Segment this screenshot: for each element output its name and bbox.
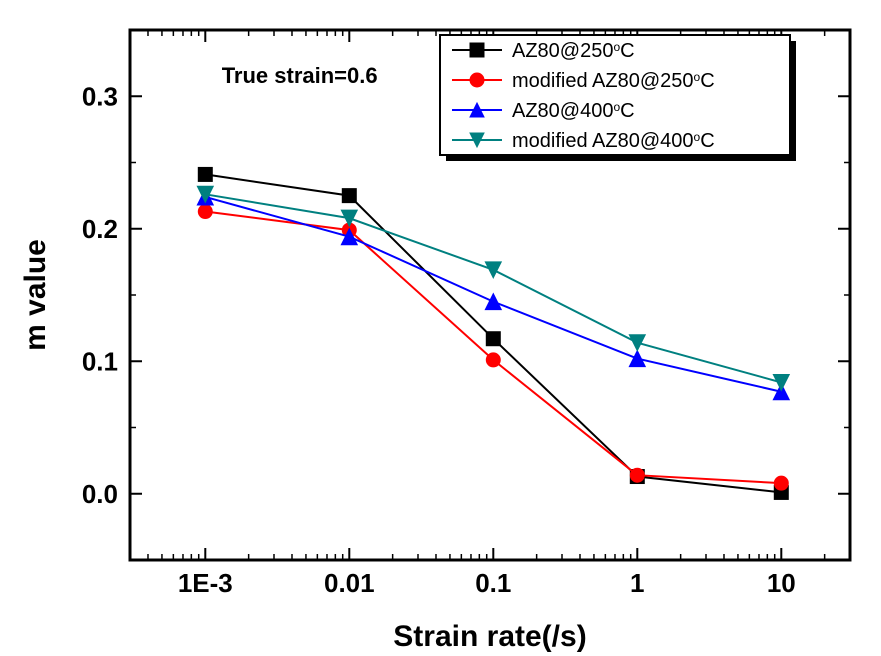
marker-square [486,332,500,346]
marker-square [198,167,212,181]
x-axis-label: Strain rate(/s) [393,620,586,653]
y-tick-label: 0.1 [82,346,118,376]
x-tick-label: 0.1 [475,568,511,598]
chart-svg: 1E-3 0.01 0.1 1 10 0.0 0.1 0.2 0.3 Strain rate(/s… [0,0,881,656]
marker-circle [470,73,484,87]
y-tick-label: 0.2 [82,214,118,244]
x-tick-label: 1E-3 [178,568,233,598]
legend-label: modified AZ80@250oC [512,70,715,92]
legend-label: modified AZ80@400oC [512,130,715,152]
x-tick-label: 0.01 [324,568,375,598]
marker-square [470,43,484,57]
marker-circle [486,353,500,367]
marker-circle [198,205,212,219]
chart-container: 1E-3 0.01 0.1 1 10 0.0 0.1 0.2 0.3 Strain rate(/s… [0,0,881,656]
y-axis-label: m value [19,239,52,351]
true-strain-annotation: True strain=0.6 [222,63,378,88]
y-tick-label: 0.3 [82,81,118,111]
marker-square [342,189,356,203]
y-tick-label: 0.0 [82,479,118,509]
marker-circle [774,476,788,490]
x-tick-label: 10 [767,568,796,598]
marker-circle [630,468,644,482]
x-tick-label: 1 [630,568,644,598]
